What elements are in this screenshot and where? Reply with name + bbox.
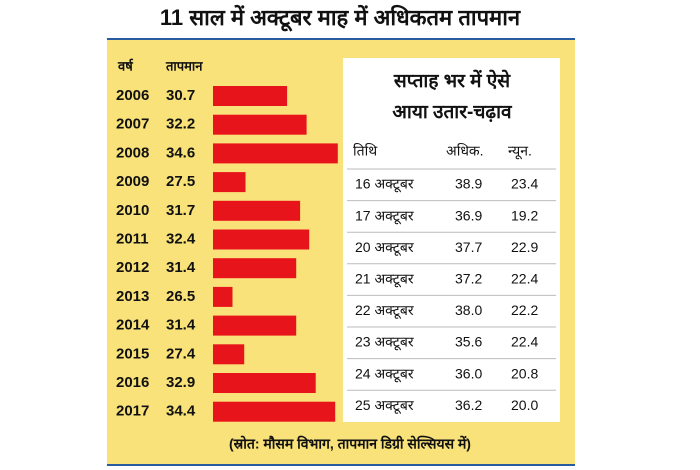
table-cell: 36.9	[455, 207, 482, 223]
table-title: सप्ताह भर में ऐसे	[393, 69, 511, 92]
column-header: तिथि	[353, 143, 378, 159]
table-cell: 17 अक्टूबर	[355, 207, 414, 224]
table-cell: 20 अक्टूबर	[355, 239, 414, 256]
table-title: आया उतार-चढ़ाव	[392, 102, 513, 123]
year-label: 2015	[116, 345, 149, 362]
year-label: 2010	[116, 202, 149, 219]
bar	[213, 258, 297, 279]
year-label: 2016	[116, 374, 149, 391]
year-label: 2009	[116, 173, 149, 190]
table-cell: 20.0	[511, 397, 538, 413]
value-label: 34.4	[166, 403, 196, 420]
value-label: 32.2	[166, 116, 195, 133]
table-cell: 37.7	[455, 239, 482, 255]
source: (स्रोत: मौसम विभाग, तापमान डिग्री सेल्सि…	[229, 436, 471, 452]
table-cell: 21 अक्टूबर	[355, 271, 414, 288]
year-label: 2008	[116, 144, 149, 161]
bar	[213, 286, 233, 307]
table-cell: 20.8	[511, 365, 538, 381]
table-cell: 22.9	[511, 239, 538, 255]
bar	[213, 315, 297, 336]
column-header: न्यून.	[508, 143, 532, 160]
category-header: वर्ष	[117, 58, 134, 73]
bar	[213, 401, 336, 422]
year-label: 2007	[116, 116, 149, 133]
value-label: 31.4	[166, 317, 196, 334]
year-label: 2017	[116, 403, 149, 420]
value-label: 27.5	[166, 173, 195, 190]
table-cell: 38.0	[455, 302, 482, 318]
value-label: 32.9	[166, 374, 195, 391]
table-cell: 22 अक्टूबर	[355, 302, 414, 319]
value-label: 31.7	[166, 202, 195, 219]
table-box	[343, 58, 560, 422]
table-cell: 22.4	[511, 334, 538, 350]
table-cell: 35.6	[455, 334, 482, 350]
table-cell: 25 अक्टूबर	[355, 397, 414, 414]
year-label: 2006	[116, 87, 149, 104]
value-label: 30.7	[166, 87, 195, 104]
bar	[213, 373, 316, 393]
bar	[213, 344, 245, 365]
value-label: 31.4	[166, 259, 196, 276]
bar	[213, 200, 301, 221]
table-cell: 36.0	[455, 365, 482, 381]
table-cell: 16 अक्टूबर	[355, 176, 414, 193]
table-cell: 38.9	[455, 176, 482, 192]
column-header: अधिक.	[446, 143, 484, 159]
value-header: तापमान	[165, 58, 203, 73]
table-cell: 37.2	[455, 271, 482, 287]
table-cell: 23.4	[511, 176, 538, 192]
table-cell: 36.2	[455, 397, 482, 413]
year-label: 2012	[116, 259, 149, 276]
table-cell: 22.4	[511, 271, 538, 287]
year-label: 2014	[116, 317, 150, 334]
year-label: 2013	[116, 288, 149, 305]
table-cell: 23 अक्टूबर	[355, 334, 414, 351]
bar	[213, 229, 310, 250]
bar	[213, 172, 246, 193]
table-cell: 22.2	[511, 302, 538, 318]
value-label: 27.4	[166, 345, 196, 362]
year-label: 2011	[116, 230, 149, 247]
value-label: 26.5	[166, 288, 195, 305]
bar	[213, 86, 288, 106]
bar	[213, 114, 307, 135]
value-label: 34.6	[166, 144, 195, 161]
title: 11 साल में अक्टूबर माह में अधिकतम तापमान	[160, 4, 521, 32]
table-cell: 24 अक्टूबर	[355, 365, 414, 382]
value-label: 32.4	[166, 230, 196, 247]
table-cell: 19.2	[511, 207, 538, 223]
bar	[213, 143, 338, 164]
